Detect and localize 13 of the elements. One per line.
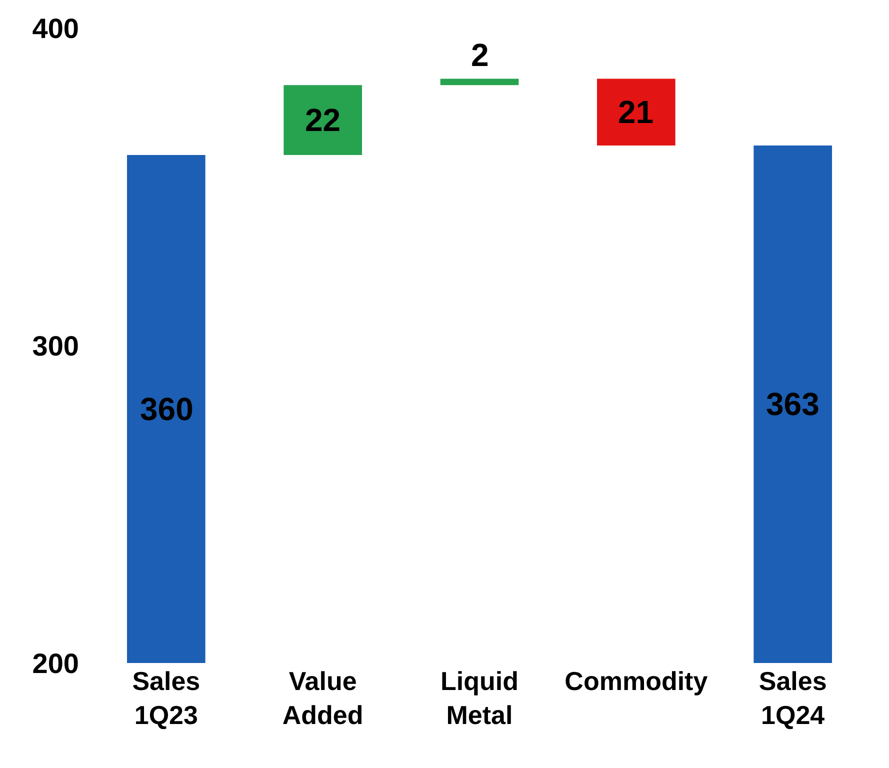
y-tick-label: 300 [32, 330, 79, 362]
data-label: 21 [618, 94, 654, 130]
data-label: 22 [305, 102, 341, 138]
x-tick-label: Value Added [282, 666, 364, 730]
data-label: 2 [471, 37, 489, 73]
y-tick-label: 200 [32, 648, 79, 679]
data-label: 363 [766, 386, 820, 422]
x-tick-label: Sales 1Q24 [758, 666, 827, 730]
y-tick-label: 400 [32, 12, 79, 44]
data-label: 360 [140, 391, 194, 427]
x-tick-label: Liquid Metal [440, 666, 518, 730]
x-tick-label: Commodity [564, 666, 708, 696]
x-tick-label: Sales 1Q23 [132, 666, 200, 730]
